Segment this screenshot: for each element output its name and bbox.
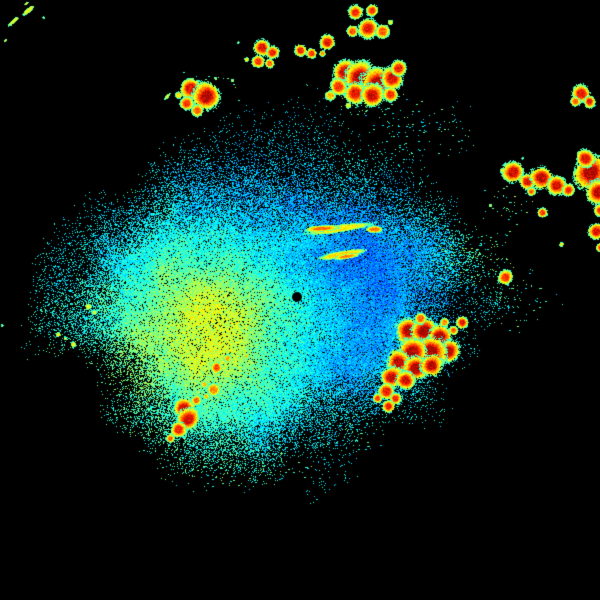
reflectivity-heatmap-canvas: [0, 0, 600, 600]
radar-display: [0, 0, 600, 600]
